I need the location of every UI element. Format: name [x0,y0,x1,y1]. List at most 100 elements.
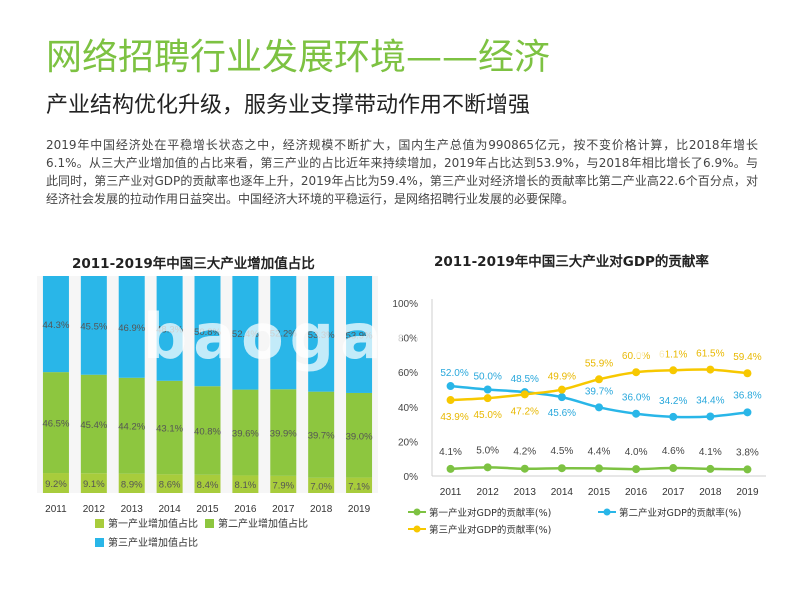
bar-label-tertiary: 45.5% [80,321,107,332]
bar-x-tick: 2015 [196,504,219,515]
line-data-label: 36.8% [733,390,761,401]
bar-label-primary: 8.4% [197,480,219,491]
bar-secondary [42,372,69,474]
line-y-tick: 40% [398,403,418,414]
bar-secondary [346,392,373,478]
line-data-label: 4.1% [439,447,462,458]
bar-label-secondary: 46.5% [42,419,69,430]
line-data-label: 55.9% [585,358,613,369]
bar-secondary [80,374,107,474]
bar-primary [80,473,107,493]
line-data-label: 4.4% [588,446,611,457]
bar-primary [232,475,259,493]
legend-label: 第一产业增加值占比 [108,517,198,530]
line-point [446,382,455,391]
line-y-tick: 100% [392,299,418,310]
line-data-label: 43.9% [440,412,468,423]
line-point [632,409,641,418]
bar-label-tertiary: 52.4% [232,329,259,340]
line-point [520,390,529,399]
bar-x-tick: 2018 [310,504,333,515]
legend-swatch [205,519,214,528]
line-point [743,408,752,417]
bar-x-tick: 2017 [272,504,295,515]
line-x-tick: 2018 [699,487,722,498]
line-x-tick: 2011 [440,487,462,498]
legend-point-swatch [413,508,421,516]
bar-tertiary [156,276,183,381]
line-point [706,412,715,421]
line-data-label: 52.0% [440,368,468,379]
bar-label-secondary: 45.4% [80,420,107,431]
line-point [483,385,492,394]
bar-label-primary: 7.1% [348,481,370,492]
line-x-tick: 2017 [662,487,685,498]
legend-swatch [95,538,104,547]
line-data-label: 4.6% [662,446,685,457]
bar-label-secondary: 44.2% [118,422,145,433]
bar-label-primary: 7.0% [310,481,332,492]
line-point [669,412,678,421]
legend-label: 第二产业增加值占比 [218,517,308,530]
line-x-tick: 2012 [477,487,500,498]
legend-label: 第三产业增加值占比 [108,536,198,549]
bar-label-primary: 7.9% [272,480,294,491]
bar-x-tick: 2014 [158,504,181,515]
line-data-label: 61.1% [659,349,687,360]
line-point [483,394,492,403]
bar-label-tertiary: 48.3% [156,324,183,335]
bar-label-secondary: 39.9% [270,429,297,440]
bar-label-secondary: 43.1% [156,424,183,435]
bar-label-primary: 9.2% [45,479,67,490]
line-point [446,396,455,405]
line-data-label: 60.0% [622,351,650,362]
page-subtitle: 产业结构优化升级，服务业支撑带动作用不断增强 [46,93,531,118]
legend-point-swatch [413,525,421,533]
bar-primary [156,474,183,493]
line-data-label: 48.5% [511,374,539,385]
line-y-tick: 20% [398,437,418,448]
bar-label-primary: 9.1% [83,479,105,490]
line-data-label: 45.0% [473,410,501,421]
bar-x-tick: 2012 [83,504,106,515]
bar-label-secondary: 39.0% [346,431,373,442]
bar-primary [270,475,297,493]
bar-secondary [308,391,335,478]
line-data-label: 5.0% [476,445,499,456]
bar-x-tick: 2019 [348,504,371,515]
bar-primary [42,473,69,493]
bar-tertiary [346,276,373,393]
line-point [595,375,603,384]
bar-tertiary [42,276,69,373]
line-point [669,464,678,473]
bar-label-tertiary: 44.3% [42,320,69,331]
line-point [706,365,715,374]
line-point [557,393,566,402]
bar-chart-title: 2011-2019年中国三大产业增加值占比 [72,256,315,272]
bar-label-secondary: 39.7% [308,431,335,442]
line-point [743,465,752,474]
line-data-label: 34.4% [696,395,724,406]
line-y-tick: 80% [398,334,418,345]
bar-label-primary: 8.1% [235,480,257,491]
bar-label-primary: 8.9% [121,479,143,490]
legend-swatch [95,519,104,528]
line-data-label: 39.7% [585,386,613,397]
bar-tertiary [118,276,145,378]
line-data-label: 49.9% [548,372,576,383]
line-data-label: 34.2% [659,396,687,407]
bar-label-primary: 8.6% [159,480,181,491]
line-point [483,463,492,472]
line-x-tick: 2013 [514,487,537,498]
legend-point-swatch [603,508,611,516]
line-point [446,464,455,473]
legend-label: 第一产业对GDP的贡献率(%) [429,507,551,519]
line-data-label: 45.6% [548,408,576,419]
line-point [595,464,603,473]
line-chart-title: 2011-2019年中国三大产业对GDP的贡献率 [434,254,709,270]
bar-x-tick: 2016 [234,504,257,515]
page-title: 网络招聘行业发展环境——经济 [46,37,551,78]
line-point [706,464,715,473]
bar-tertiary [270,276,297,390]
